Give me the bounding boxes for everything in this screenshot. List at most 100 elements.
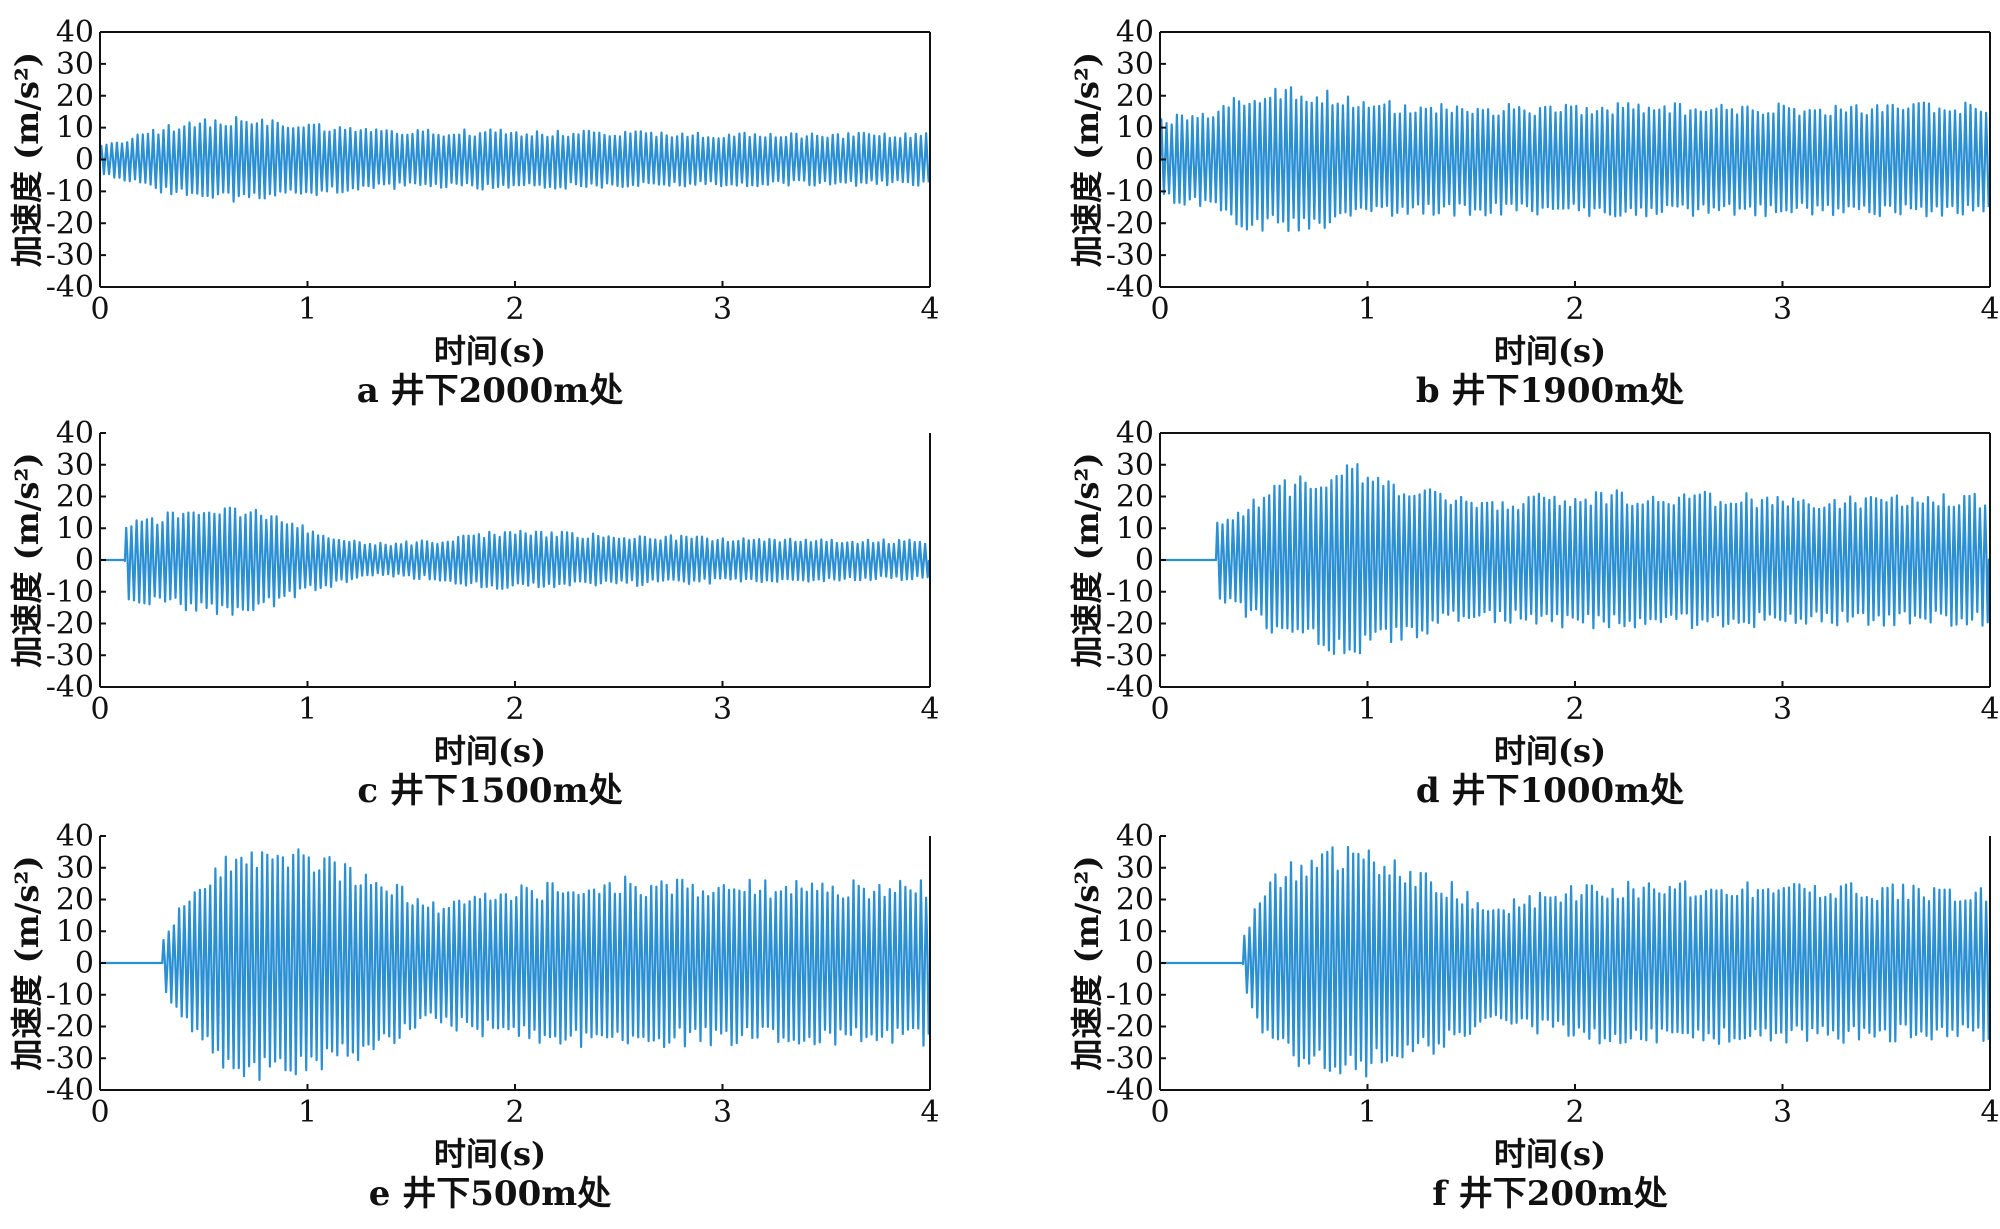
- x-tick-label: 4: [1980, 292, 1999, 327]
- x-tick-label: 4: [1980, 1095, 1999, 1130]
- y-tick-label: -30: [1106, 638, 1154, 673]
- y-tick-label: 10: [56, 111, 94, 146]
- y-tick-label: 40: [56, 15, 94, 50]
- x-tick-label: 1: [298, 292, 317, 327]
- x-tick-label: 3: [1773, 692, 1792, 727]
- y-tick-label: -10: [1106, 575, 1154, 610]
- y-tick-label: 20: [1116, 79, 1154, 114]
- y-tick-label: 10: [1116, 111, 1154, 146]
- y-tick-label: 20: [56, 79, 94, 114]
- x-tick-label: 2: [505, 1095, 524, 1130]
- signal-trace-d: [1160, 463, 1991, 655]
- y-axis-title: 加速度 (m/s²): [1068, 52, 1106, 267]
- x-tick-label: 0: [1150, 1095, 1169, 1130]
- y-tick-label: 0: [1135, 543, 1154, 578]
- x-tick-label: 2: [505, 692, 524, 727]
- y-tick-label: -40: [46, 670, 94, 705]
- y-tick-label: 0: [1135, 143, 1154, 178]
- panel-caption: d 井下1000m处: [1416, 771, 1684, 811]
- x-axis-title: 时间(s): [434, 332, 546, 370]
- x-tick-label: 2: [505, 292, 524, 327]
- y-tick-label: 10: [1116, 914, 1154, 949]
- y-tick-label: -30: [46, 638, 94, 673]
- x-tick-label: 4: [920, 1095, 939, 1130]
- y-tick-label: -40: [46, 1073, 94, 1108]
- y-tick-label: -10: [1106, 978, 1154, 1013]
- x-tick-label: 3: [713, 292, 732, 327]
- y-tick-label: -20: [1106, 1010, 1154, 1045]
- y-tick-label: 10: [56, 511, 94, 546]
- panel-caption: f 井下200m处: [1432, 1174, 1667, 1214]
- x-tick-label: 0: [1150, 292, 1169, 327]
- y-tick-label: -30: [1106, 1041, 1154, 1076]
- y-tick-label: 0: [75, 946, 94, 981]
- x-axis-title: 时间(s): [434, 732, 546, 770]
- y-tick-label: 20: [56, 480, 94, 515]
- y-tick-label: 0: [75, 143, 94, 178]
- y-tick-label: 0: [75, 543, 94, 578]
- x-tick-label: 4: [1980, 692, 1999, 727]
- x-tick-label: 4: [920, 692, 939, 727]
- x-tick-label: 0: [90, 292, 109, 327]
- x-tick-label: 2: [1565, 292, 1584, 327]
- x-tick-label: 0: [90, 692, 109, 727]
- x-axis-title: 时间(s): [1494, 1135, 1606, 1173]
- x-tick-label: 3: [1773, 1095, 1792, 1130]
- y-tick-label: -10: [46, 575, 94, 610]
- y-tick-label: 30: [1116, 47, 1154, 82]
- y-tick-label: 30: [56, 448, 94, 483]
- signal-trace-b: [1158, 86, 1990, 233]
- panel-caption: e 井下500m处: [369, 1174, 611, 1214]
- y-tick-label: 20: [1116, 480, 1154, 515]
- y-tick-label: -10: [46, 174, 94, 209]
- y-tick-label: -30: [46, 1041, 94, 1076]
- x-tick-label: 0: [90, 1095, 109, 1130]
- x-tick-label: 1: [1358, 292, 1377, 327]
- y-axis-title: 加速度 (m/s²): [8, 452, 46, 667]
- y-tick-label: -40: [46, 270, 94, 305]
- y-tick-label: -30: [46, 238, 94, 273]
- y-axis-title: 加速度 (m/s²): [1068, 855, 1106, 1070]
- y-tick-label: 30: [1116, 448, 1154, 483]
- x-tick-label: 0: [1150, 692, 1169, 727]
- y-tick-label: -40: [1106, 270, 1154, 305]
- x-tick-label: 1: [1358, 692, 1377, 727]
- x-axis-title: 时间(s): [1494, 732, 1606, 770]
- panel-caption: a 井下2000m处: [357, 371, 623, 411]
- signal-trace-a: [98, 116, 930, 203]
- x-tick-label: 1: [1358, 1095, 1377, 1130]
- x-tick-label: 1: [298, 692, 317, 727]
- y-axis-title: 加速度 (m/s²): [8, 52, 46, 267]
- x-tick-label: 4: [920, 292, 939, 327]
- y-tick-label: 20: [1116, 883, 1154, 918]
- signal-trace-f: [1160, 845, 1990, 1078]
- signal-trace-e: [100, 848, 930, 1081]
- y-tick-label: 40: [1116, 819, 1154, 854]
- panel-caption: c 井下1500m处: [357, 771, 622, 811]
- x-tick-label: 3: [1773, 292, 1792, 327]
- x-tick-label: 1: [298, 1095, 317, 1130]
- x-tick-label: 2: [1565, 692, 1584, 727]
- x-axis-title: 时间(s): [434, 1135, 546, 1173]
- y-axis-title: 加速度 (m/s²): [8, 855, 46, 1070]
- y-tick-label: 30: [56, 851, 94, 886]
- y-tick-label: -20: [1106, 206, 1154, 241]
- y-tick-label: -20: [46, 206, 94, 241]
- y-tick-label: -30: [1106, 238, 1154, 273]
- y-tick-label: 40: [56, 819, 94, 854]
- y-tick-label: -40: [1106, 670, 1154, 705]
- x-tick-label: 3: [713, 692, 732, 727]
- y-tick-label: -10: [1106, 174, 1154, 209]
- y-tick-label: -20: [46, 1010, 94, 1045]
- panel-caption: b 井下1900m处: [1416, 371, 1684, 411]
- y-tick-label: -20: [46, 607, 94, 642]
- y-tick-label: 40: [1116, 416, 1154, 451]
- y-tick-label: -20: [1106, 607, 1154, 642]
- y-tick-label: 30: [1116, 851, 1154, 886]
